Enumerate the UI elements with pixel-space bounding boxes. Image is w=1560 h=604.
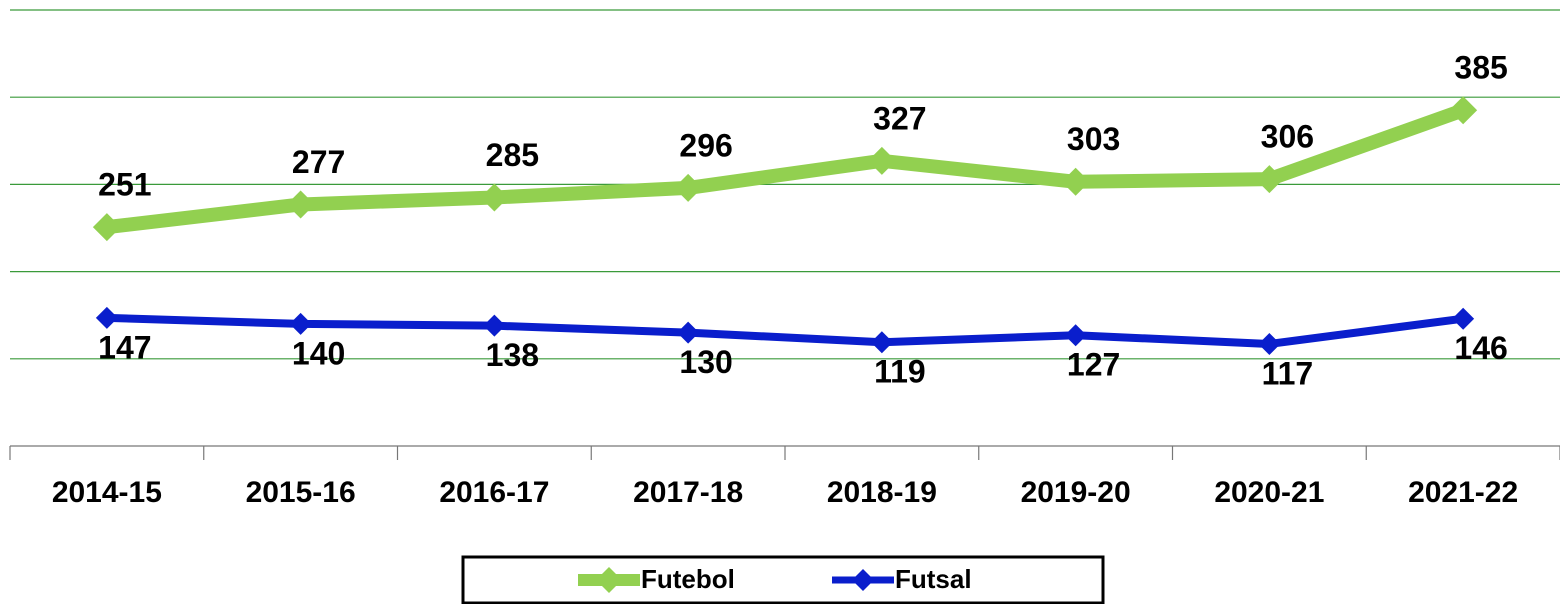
data-label: 306 <box>1261 119 1314 155</box>
x-tick-label: 2020-21 <box>1214 476 1324 509</box>
series-line <box>106 313 1464 348</box>
marker <box>1061 167 1090 196</box>
x-tick-label: 2015-16 <box>246 476 356 509</box>
marker <box>870 331 893 354</box>
marker <box>1258 332 1281 355</box>
data-label: 296 <box>679 127 732 163</box>
marker <box>1452 307 1475 330</box>
marker <box>286 190 315 219</box>
x-tick-label: 2018-19 <box>827 476 937 509</box>
data-label: 277 <box>292 144 345 180</box>
marker <box>1255 165 1284 194</box>
x-tick-label: 2021-22 <box>1408 476 1518 509</box>
data-label: 130 <box>679 344 732 380</box>
data-label: 119 <box>874 354 926 390</box>
legend-label: Futebol <box>641 564 735 594</box>
data-label: 146 <box>1454 330 1507 366</box>
marker <box>674 173 703 202</box>
marker <box>483 314 506 337</box>
data-label: 147 <box>98 329 151 365</box>
x-tick-label: 2017-18 <box>633 476 743 509</box>
legend-label: Futsal <box>895 564 972 594</box>
data-label: 117 <box>1262 355 1314 391</box>
data-label: 251 <box>98 167 151 203</box>
data-label: 127 <box>1067 347 1120 383</box>
data-label: 138 <box>486 337 539 373</box>
legend-box <box>461 555 1105 604</box>
data-label: 285 <box>486 137 539 173</box>
marker <box>677 321 700 344</box>
data-label: 303 <box>1067 121 1120 157</box>
marker <box>1449 96 1478 125</box>
legend-marker <box>852 569 874 591</box>
marker <box>289 312 312 335</box>
marker <box>95 306 118 329</box>
x-tick-label: 2014-15 <box>52 476 162 509</box>
x-tick-label: 2019-20 <box>1021 476 1131 509</box>
marker <box>867 146 896 175</box>
marker <box>1064 324 1087 347</box>
marker <box>92 213 121 242</box>
data-label: 327 <box>873 100 926 136</box>
series-line <box>106 103 1466 235</box>
x-tick-label: 2016-17 <box>439 476 549 509</box>
data-label: 385 <box>1454 50 1507 86</box>
marker <box>480 183 509 212</box>
data-label: 140 <box>292 335 345 371</box>
legend-marker <box>596 567 622 593</box>
